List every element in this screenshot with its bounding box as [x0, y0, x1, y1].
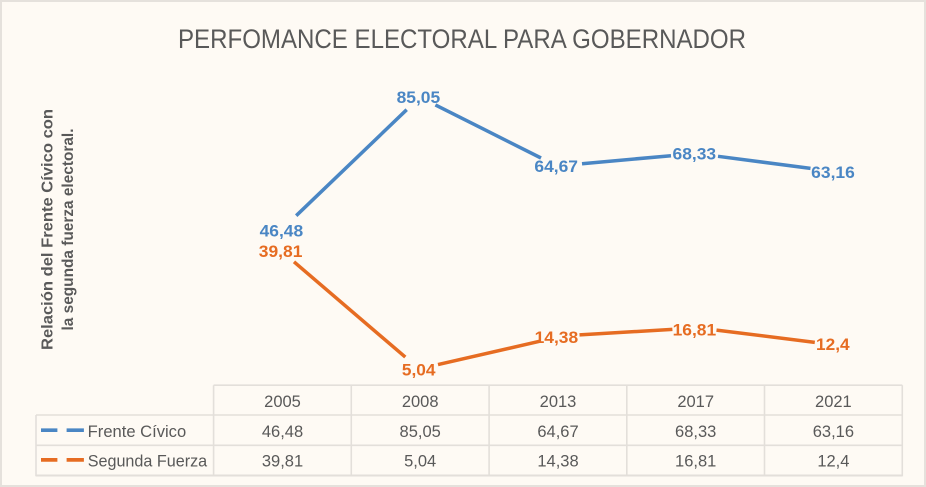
- svg-text:63,16: 63,16: [811, 164, 855, 182]
- svg-text:68,33: 68,33: [673, 145, 717, 163]
- svg-text:2021: 2021: [815, 393, 852, 411]
- svg-text:5,04: 5,04: [402, 361, 436, 379]
- svg-text:2013: 2013: [540, 393, 577, 411]
- svg-text:46,48: 46,48: [260, 222, 304, 240]
- svg-text:39,81: 39,81: [262, 453, 303, 471]
- svg-text:63,16: 63,16: [813, 423, 854, 441]
- svg-text:2008: 2008: [402, 393, 439, 411]
- svg-text:64,67: 64,67: [537, 423, 578, 441]
- svg-text:PERFOMANCE ELECTORAL PARA GOBE: PERFOMANCE ELECTORAL PARA GOBERNADOR: [178, 24, 746, 54]
- svg-text:16,81: 16,81: [675, 453, 716, 471]
- svg-text:12,4: 12,4: [816, 336, 850, 354]
- svg-text:Segunda Fuerza: Segunda Fuerza: [88, 453, 208, 471]
- svg-text:Relación del Frente Cívico con: Relación del Frente Cívico con: [39, 109, 56, 350]
- svg-text:la segunda fuerza electoral.: la segunda fuerza electoral.: [60, 129, 77, 331]
- svg-text:39,81: 39,81: [259, 243, 303, 261]
- svg-text:85,05: 85,05: [400, 423, 441, 441]
- svg-text:12,4: 12,4: [817, 453, 849, 471]
- svg-text:Frente Cívico: Frente Cívico: [88, 423, 186, 441]
- svg-text:64,67: 64,67: [534, 158, 578, 176]
- svg-text:14,38: 14,38: [537, 453, 578, 471]
- svg-text:85,05: 85,05: [397, 89, 441, 107]
- svg-text:2005: 2005: [264, 393, 301, 411]
- svg-text:68,33: 68,33: [675, 423, 716, 441]
- svg-text:2017: 2017: [677, 393, 714, 411]
- svg-text:5,04: 5,04: [404, 453, 436, 471]
- svg-text:14,38: 14,38: [535, 329, 579, 347]
- svg-text:46,48: 46,48: [262, 423, 303, 441]
- svg-text:16,81: 16,81: [673, 321, 717, 339]
